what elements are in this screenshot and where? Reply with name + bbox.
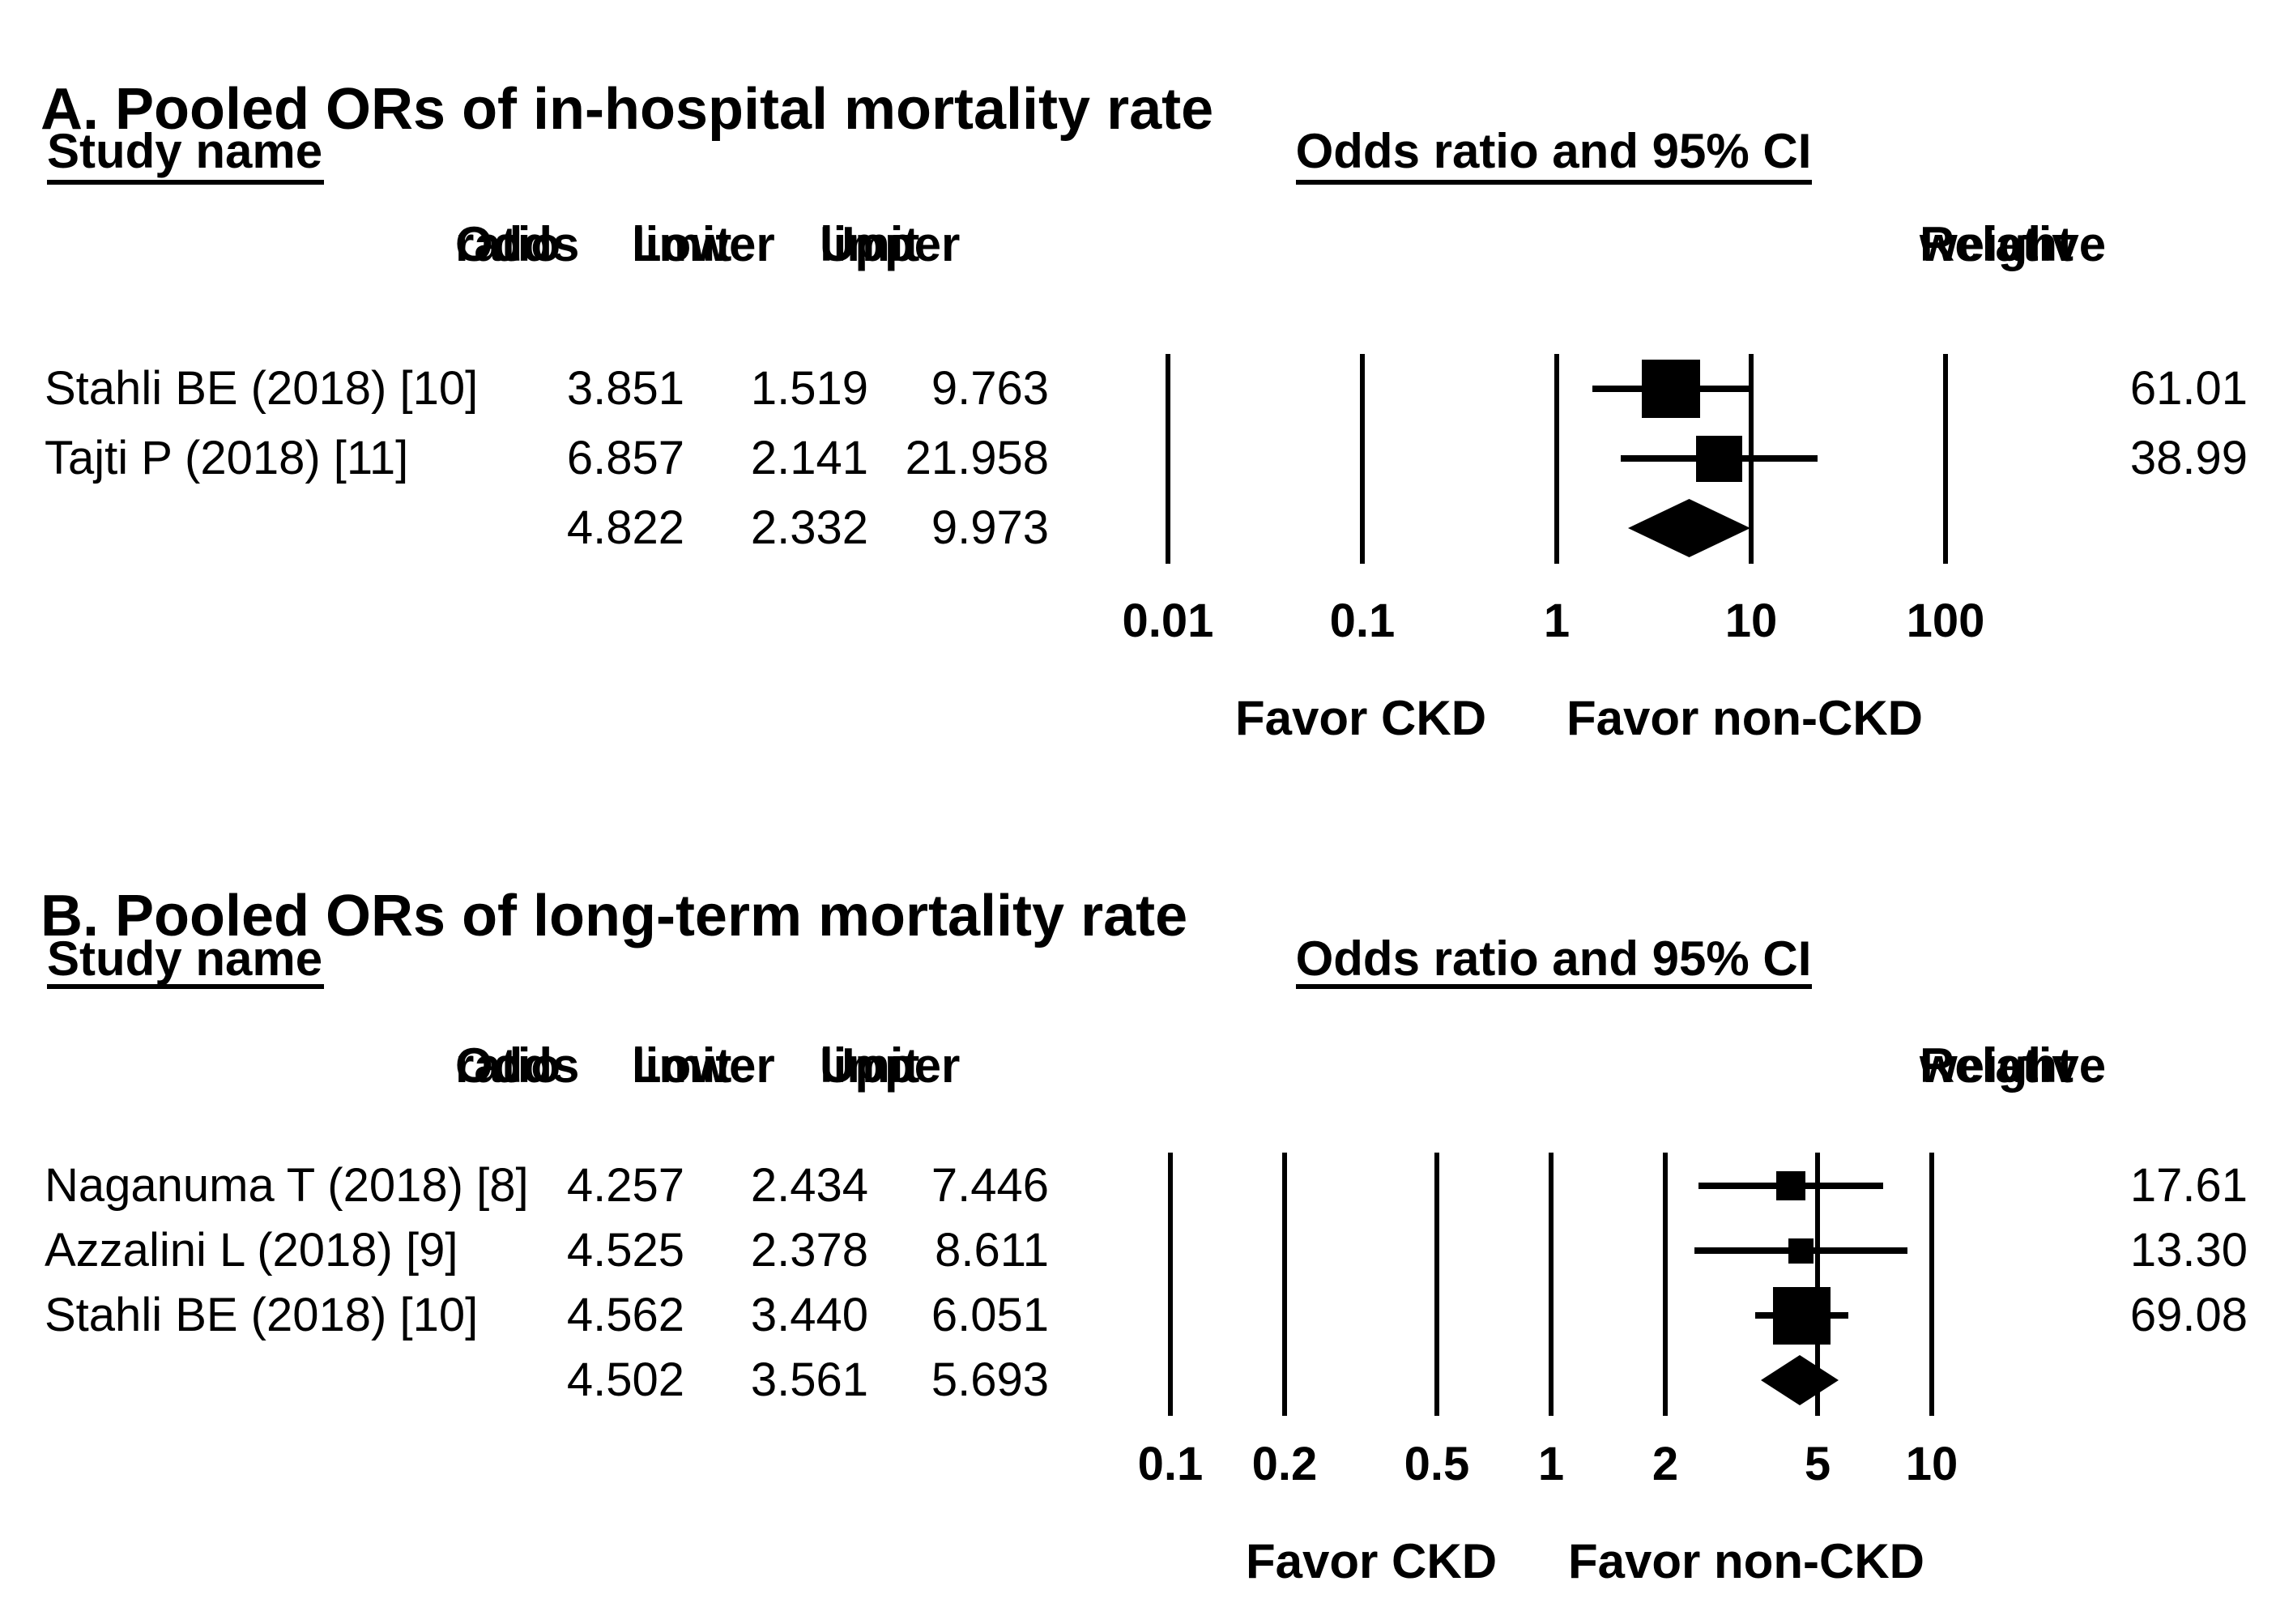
pooled-diamond-marker <box>1761 1355 1839 1405</box>
col-header-line: Odds <box>455 1038 580 1093</box>
upper-limit-value: 8.611 <box>935 1224 1049 1277</box>
col-header-line: weight <box>1920 1038 2074 1093</box>
axis-tick-label: 0.01 <box>1122 595 1214 647</box>
study-name-header: Study name <box>47 931 323 986</box>
odds-ratio-square-marker <box>1776 1171 1805 1200</box>
axis-tick-label: 1 <box>1537 1438 1565 1490</box>
axis-tick-label: 5 <box>1804 1438 1831 1490</box>
study-name: Tajti P (2018) [11] <box>45 432 409 484</box>
col-header-line: limit <box>820 217 920 271</box>
axis-tick-label: 10 <box>1724 595 1778 647</box>
axis-gridline <box>1282 1153 1287 1416</box>
axis-tick-label: 0.2 <box>1251 1438 1318 1490</box>
odds-ratio-value: 6.857 <box>566 432 684 484</box>
upper-limit-value: 21.958 <box>905 432 1049 484</box>
axis-tick-label: 2 <box>1652 1438 1679 1490</box>
relative-weight-value: 61.01 <box>2129 362 2248 415</box>
relative-weight-value: 69.08 <box>2129 1289 2248 1341</box>
pooled-odds-ratio-value: 4.822 <box>566 501 684 554</box>
col-header-line: Odds <box>455 217 580 271</box>
col-header-line: ratio <box>455 217 561 271</box>
odds-ratio-square-marker <box>1696 436 1742 482</box>
axis-tick-label: 1 <box>1543 595 1571 647</box>
odds-ratio-ci-header: Odds ratio and 95% CI <box>1295 931 1812 986</box>
col-header-line: limit <box>632 217 732 271</box>
odds-ratio-value: 3.851 <box>566 362 684 415</box>
axis-tick-label: 0.1 <box>1137 1438 1204 1490</box>
odds-ratio-ci-underline <box>1296 180 1812 185</box>
favor-non-ckd-label: Favor non-CKD <box>1566 691 1923 745</box>
col-header-line: Lower <box>632 1038 775 1093</box>
axis-gridline <box>1549 1153 1554 1416</box>
odds-ratio-square-marker <box>1642 360 1700 418</box>
axis-gridline <box>1434 1153 1439 1416</box>
axis-gridline <box>1815 1153 1820 1416</box>
odds-ratio-value: 4.525 <box>566 1224 684 1277</box>
pooled-odds-ratio-value: 4.502 <box>566 1353 684 1406</box>
lower-limit-value: 3.440 <box>750 1289 868 1341</box>
col-header-line: ratio <box>455 1038 561 1093</box>
col-header-line: weight <box>1920 217 2074 271</box>
odds-ratio-value: 4.562 <box>566 1289 684 1341</box>
axis-gridline <box>1663 1153 1668 1416</box>
odds-ratio-ci-underline <box>1296 984 1812 989</box>
relative-weight-value: 38.99 <box>2129 432 2248 484</box>
axis-gridline <box>1929 1153 1934 1416</box>
favor-ckd-label: Favor CKD <box>1234 691 1487 745</box>
study-name-underline <box>47 180 324 185</box>
upper-limit-value: 7.446 <box>931 1159 1049 1212</box>
col-header-line: Upper <box>820 1038 961 1093</box>
panel-a-title: A. Pooled ORs of in-hospital mortality r… <box>40 76 1214 142</box>
pooled-diamond-marker <box>1628 499 1750 557</box>
upper-limit-value: 6.051 <box>931 1289 1049 1341</box>
lower-limit-value: 2.141 <box>750 432 868 484</box>
axis-tick-label: 10 <box>1905 1438 1958 1490</box>
pooled-lower-limit-value: 2.332 <box>750 501 868 554</box>
odds-ratio-square-marker <box>1773 1287 1831 1345</box>
col-header-line: Upper <box>820 217 961 271</box>
pooled-upper-limit-value: 9.973 <box>931 501 1049 554</box>
col-header-line: limit <box>820 1038 920 1093</box>
study-name-header: Study name <box>47 124 323 178</box>
axis-gridline <box>1554 354 1559 564</box>
axis-gridline <box>1360 354 1365 564</box>
lower-limit-value: 2.434 <box>750 1159 868 1212</box>
axis-tick-label: 0.5 <box>1404 1438 1470 1490</box>
study-name: Naganuma T (2018) [8] <box>45 1159 529 1212</box>
axis-gridline <box>1943 354 1948 564</box>
odds-ratio-ci-header: Odds ratio and 95% CI <box>1295 124 1812 178</box>
pooled-lower-limit-value: 3.561 <box>750 1353 868 1406</box>
study-name: Stahli BE (2018) [10] <box>45 362 479 415</box>
study-name-underline <box>47 984 324 989</box>
axis-tick-label: 0.1 <box>1329 595 1396 647</box>
axis-tick-label: 100 <box>1906 595 1985 647</box>
odds-ratio-value: 4.257 <box>566 1159 684 1212</box>
favor-ckd-label: Favor CKD <box>1245 1534 1498 1588</box>
relative-weight-value: 13.30 <box>2129 1224 2248 1277</box>
axis-gridline <box>1166 354 1170 564</box>
panel-b-title: B. Pooled ORs of long-term mortality rat… <box>40 883 1188 948</box>
col-header-line: Lower <box>632 217 775 271</box>
axis-gridline <box>1168 1153 1173 1416</box>
study-name: Azzalini L (2018) [9] <box>45 1224 458 1277</box>
col-header-line: limit <box>632 1038 732 1093</box>
col-header-line: Relative <box>1920 1038 2107 1093</box>
favor-non-ckd-label: Favor non-CKD <box>1568 1534 1924 1588</box>
upper-limit-value: 9.763 <box>931 362 1049 415</box>
relative-weight-value: 17.61 <box>2129 1159 2248 1212</box>
col-header-line: Relative <box>1920 217 2107 271</box>
lower-limit-value: 1.519 <box>750 362 868 415</box>
odds-ratio-square-marker <box>1788 1238 1814 1264</box>
lower-limit-value: 2.378 <box>750 1224 868 1277</box>
study-name: Stahli BE (2018) [10] <box>45 1289 479 1341</box>
pooled-upper-limit-value: 5.693 <box>931 1353 1049 1406</box>
